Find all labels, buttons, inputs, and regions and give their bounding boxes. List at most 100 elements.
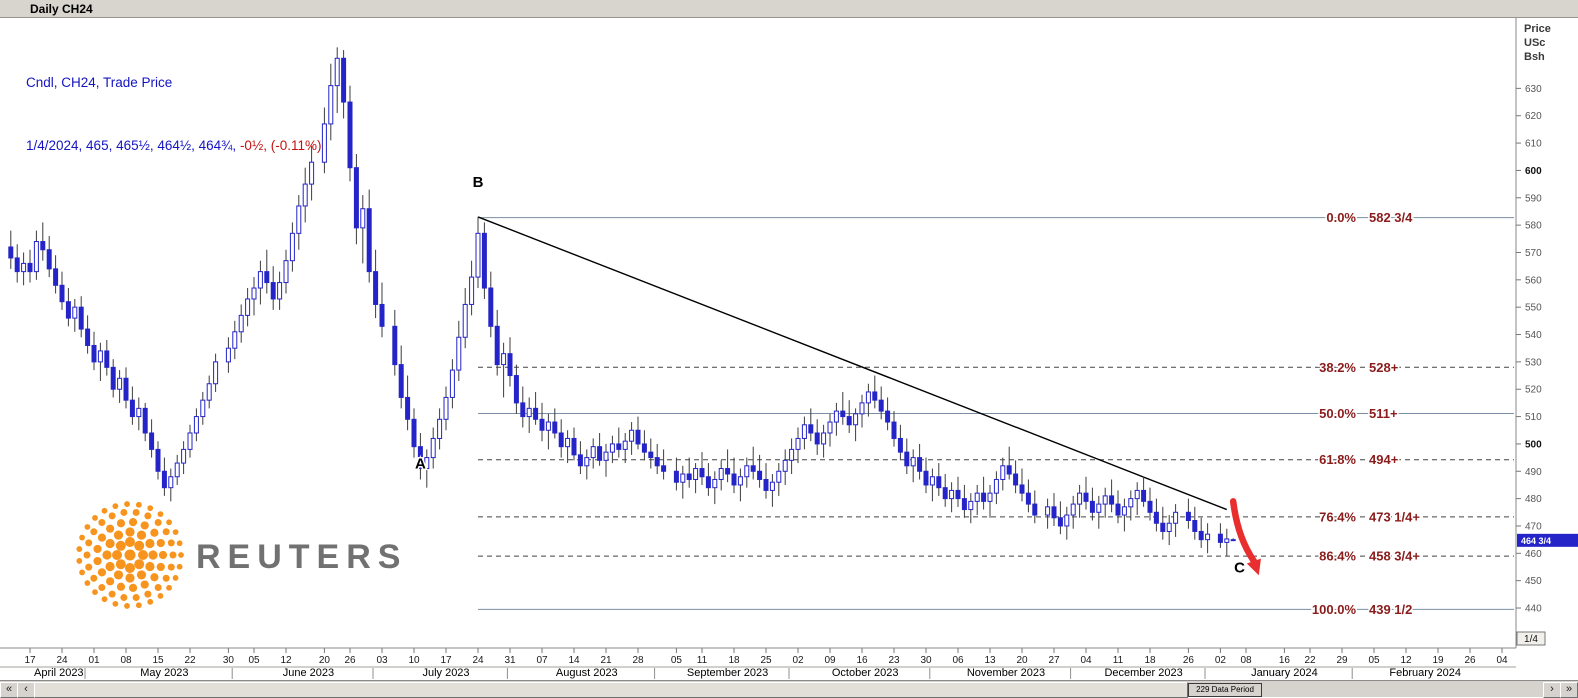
x-tick-label: 05: [671, 655, 683, 666]
candle: [597, 432, 603, 466]
data-period-label: 229 Data Period: [1188, 683, 1262, 697]
x-tick-label: 26: [1464, 655, 1476, 666]
y-tick-label: 540: [1525, 330, 1542, 341]
candle: [821, 424, 827, 458]
last-price-marker-label: 464 3/4: [1521, 536, 1551, 546]
fib-level: 38.2% 528+: [478, 358, 1514, 376]
candle: [213, 353, 219, 392]
candle: [1134, 482, 1140, 516]
scroll-right-button[interactable]: ›: [1543, 682, 1561, 698]
x-tick-label: 24: [472, 655, 484, 666]
scroll-left-button[interactable]: ‹: [17, 682, 35, 698]
wave-label-b: B: [473, 174, 484, 191]
candle: [251, 277, 257, 316]
candle: [571, 427, 577, 461]
candle: [456, 320, 462, 382]
scrollbar-thumb[interactable]: [34, 682, 1188, 698]
x-tick-label: 30: [223, 655, 235, 666]
x-tick-label: 04: [1496, 655, 1508, 666]
x-tick-label: 17: [24, 655, 36, 666]
window-titlebar: Daily CH24: [0, 0, 1578, 18]
candle: [40, 222, 46, 261]
x-tick-label: 26: [344, 655, 356, 666]
fib-level: 100.0% 439 1/2: [478, 600, 1514, 618]
candle: [641, 430, 647, 461]
candle: [789, 438, 795, 475]
candle: [654, 443, 660, 475]
x-tick-label: 15: [152, 655, 164, 666]
candle: [859, 394, 865, 428]
scroll-far-right-button[interactable]: »: [1560, 682, 1578, 698]
fib-level: 0.0% 582 3/4: [478, 209, 1514, 227]
candle: [609, 435, 615, 464]
candle: [443, 386, 449, 431]
candle: [59, 271, 65, 310]
x-tick-label: 11: [697, 655, 708, 666]
y-tick-label: 490: [1525, 467, 1542, 478]
candle: [872, 375, 878, 409]
candle: [85, 315, 91, 354]
candle: [257, 260, 263, 305]
candle: [590, 438, 596, 469]
wave-label-a: A: [415, 456, 426, 473]
horizontal-scrollbar[interactable]: « ‹ 229 Data Period › »: [0, 680, 1578, 698]
candle: [149, 419, 155, 458]
fib-percent-label: 86.4%: [1319, 549, 1356, 564]
fib-price-label: 511+: [1369, 406, 1398, 421]
candle: [648, 438, 654, 469]
candle: [501, 342, 507, 398]
y-axis-unit-label: Bsh: [1524, 51, 1545, 63]
candle: [942, 474, 948, 507]
x-tick-label: 26: [1183, 655, 1195, 666]
fib-percent-label: 38.2%: [1319, 360, 1356, 375]
candle: [72, 298, 78, 332]
candle: [1141, 476, 1147, 507]
x-tick-label: 03: [376, 655, 388, 666]
candle: [481, 222, 487, 299]
x-tick-label: 10: [408, 655, 420, 666]
candles-layer: [8, 47, 1236, 557]
candle: [507, 337, 513, 387]
candle: [360, 195, 366, 264]
fib-price-label: 439 1/2: [1369, 602, 1412, 617]
candle: [1109, 479, 1115, 513]
candle: [1006, 446, 1012, 480]
window-title: Daily CH24: [30, 2, 93, 16]
x-tick-label: 30: [920, 655, 932, 666]
candle: [379, 282, 385, 338]
candle: [341, 50, 347, 119]
candle: [65, 288, 71, 327]
legend-quote: 1/4/2024, 465, 465½, 464½, 464¾,: [26, 138, 240, 153]
candle: [200, 391, 206, 425]
candle: [744, 457, 750, 488]
x-tick-label: 24: [56, 655, 68, 666]
trend-layer: [477, 216, 1228, 511]
candle: [526, 397, 532, 433]
candle: [123, 367, 129, 409]
x-tick-label: 05: [1368, 655, 1380, 666]
candle: [673, 457, 679, 491]
y-tick-label: 500: [1525, 439, 1542, 450]
reuters-globe-icon: [124, 549, 136, 561]
candle: [769, 474, 775, 507]
candle: [949, 482, 955, 513]
candle: [97, 342, 103, 382]
candle: [187, 424, 193, 458]
candle: [808, 408, 814, 442]
candle: [629, 422, 635, 455]
candle: [321, 107, 327, 174]
fib-percent-label: 50.0%: [1319, 406, 1356, 421]
candle: [366, 189, 372, 283]
candle: [1025, 479, 1031, 513]
month-label: June 2023: [283, 667, 334, 679]
axis-corner-label: 1/4: [1524, 634, 1538, 645]
candle: [206, 375, 212, 409]
candle: [1192, 506, 1198, 540]
y-tick-label: 590: [1525, 193, 1542, 204]
scroll-far-left-button[interactable]: «: [0, 682, 18, 698]
logo-layer: REUTERS: [64, 499, 400, 611]
fib-level: 86.4% 458 3/4+: [478, 547, 1514, 565]
fibs-layer: 0.0% 582 3/4 38.2% 528+ 50.0% 511+ 61.8% 494+ 76…: [478, 209, 1514, 618]
candle: [117, 370, 123, 403]
candle: [661, 449, 667, 480]
